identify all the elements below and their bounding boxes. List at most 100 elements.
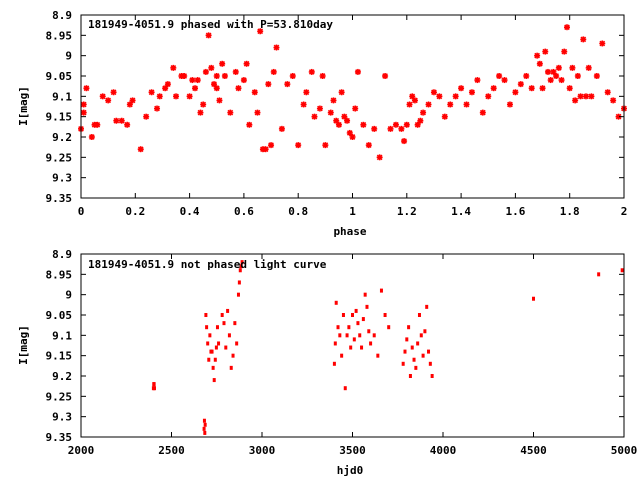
phased-data-point	[208, 64, 215, 71]
unphased-data-point	[363, 292, 367, 297]
unphased-y-tick-label: 9	[65, 289, 72, 302]
phased-data-point	[599, 40, 606, 47]
phased-data-point	[365, 142, 372, 149]
phased-data-point	[311, 113, 318, 120]
phased-data-point	[94, 121, 101, 128]
phased-y-tick-label: 9.15	[46, 111, 73, 124]
phased-data-point	[240, 77, 247, 84]
phased-data-point	[99, 93, 106, 100]
unphased-data-point	[227, 333, 231, 338]
unphased-data-point	[345, 333, 349, 338]
phased-data-point	[582, 93, 589, 100]
unphased-y-axis-label: I[mag]	[17, 325, 30, 365]
phased-data-point	[474, 77, 481, 84]
phased-x-tick-label: 0	[78, 205, 85, 218]
phased-data-point	[409, 93, 416, 100]
unphased-y-tick-label: 9.25	[46, 390, 73, 403]
phased-data-point	[137, 146, 144, 153]
phased-data-point	[113, 117, 120, 124]
phased-data-point	[200, 101, 207, 108]
unphased-data-point	[361, 317, 365, 322]
phased-y-tick-label: 9.3	[52, 172, 72, 185]
unphased-y-tick-label: 9.1	[52, 329, 72, 342]
phased-data-point	[615, 113, 622, 120]
phased-data-point	[610, 97, 617, 104]
unphased-data-point	[214, 345, 218, 350]
unphased-data-point	[233, 321, 237, 326]
unphased-data-point	[408, 374, 412, 378]
phased-data-point	[496, 73, 503, 79]
phased-data-point	[420, 109, 427, 116]
unphased-data-point	[204, 313, 208, 317]
phased-x-tick-label: 1.2	[397, 205, 417, 218]
phased-data-point	[251, 89, 258, 96]
phased-data-point	[425, 101, 432, 108]
phased-data-point	[308, 68, 315, 75]
phased-x-ticks: 0 0.2 0.4 0.6 0.8 1 1.2 1.4 1.6 1.8 2	[78, 15, 628, 218]
unphased-data-point	[236, 292, 240, 297]
phased-data-point	[569, 64, 576, 71]
phased-data-point	[216, 97, 223, 104]
phased-y-tick-label: 9.35	[46, 192, 73, 205]
unphased-data-point	[410, 345, 414, 350]
phased-data-point	[392, 121, 399, 128]
unphased-data-point	[419, 333, 423, 338]
phased-data-point	[566, 85, 573, 92]
phased-data-point	[441, 113, 448, 120]
phased-chart: 0 0.2 0.4 0.6 0.8 1 1.2 1.4 1.6 1.8 2 8.9 8.95 9 9.05…	[17, 9, 627, 238]
phased-data-point	[534, 52, 541, 59]
unphased-data-point	[356, 321, 360, 326]
phased-data-point	[468, 89, 475, 96]
phased-y-axis-label: I[mag]	[17, 86, 30, 126]
phased-data-point	[170, 64, 177, 71]
phased-data-point	[577, 93, 584, 100]
phased-data-point	[232, 68, 239, 75]
phased-data-point	[447, 101, 454, 108]
phased-points	[78, 24, 627, 161]
phased-x-tick-label: 0.8	[288, 205, 308, 218]
unphased-data-point	[532, 296, 535, 301]
phased-data-point	[406, 101, 413, 108]
phased-data-point	[585, 64, 592, 71]
phased-x-tick-label: 2	[621, 205, 628, 218]
phased-data-point	[430, 89, 437, 96]
phased-data-point	[463, 101, 470, 108]
unphased-chart: 2000 2500 3000 3500 4000 4500 5000 8.9 8.95 9 9.0…	[17, 248, 637, 477]
phased-data-point	[205, 32, 212, 39]
phased-chart-title: 181949-4051.9 phased with P=53.810day	[88, 18, 333, 31]
phased-data-point	[270, 68, 277, 75]
phased-data-point	[268, 142, 275, 149]
unphased-data-point	[425, 304, 429, 309]
unphased-data-point	[343, 386, 347, 391]
phased-data-point	[227, 109, 234, 116]
unphased-x-tick-label: 5000	[611, 444, 638, 457]
phased-data-point	[580, 36, 587, 43]
phased-data-point	[550, 68, 557, 75]
unphased-data-point	[367, 329, 371, 334]
phased-data-point	[414, 121, 421, 128]
unphased-data-point	[349, 345, 353, 350]
phased-data-point	[338, 89, 345, 96]
phased-data-point	[105, 97, 112, 104]
unphased-y-tick-label: 9.35	[46, 431, 73, 444]
phased-data-point	[186, 93, 193, 100]
unphased-y-ticks: 8.9 8.95 9 9.05 9.1 9.15 9.2 9.25 9.3 9.35	[46, 248, 624, 444]
phased-data-point	[360, 121, 367, 128]
unphased-points	[151, 260, 624, 435]
unphased-data-point	[152, 386, 156, 391]
phased-x-tick-label: 0.2	[125, 205, 145, 218]
unphased-x-axis-label: hjd0	[337, 464, 364, 477]
unphased-data-point	[333, 341, 337, 346]
unphased-x-tick-label: 4500	[520, 444, 547, 457]
unphased-data-point	[405, 337, 409, 342]
phased-x-tick-label: 1.8	[560, 205, 580, 218]
unphased-data-point	[203, 430, 207, 435]
unphased-data-point	[428, 361, 432, 366]
phased-data-point	[588, 93, 595, 100]
unphased-data-point	[376, 353, 380, 358]
phased-data-point	[143, 113, 150, 120]
phased-data-point	[387, 125, 394, 132]
phased-y-tick-label: 9.25	[46, 151, 73, 164]
unphased-data-point	[213, 357, 217, 362]
unphased-data-point	[206, 341, 210, 346]
